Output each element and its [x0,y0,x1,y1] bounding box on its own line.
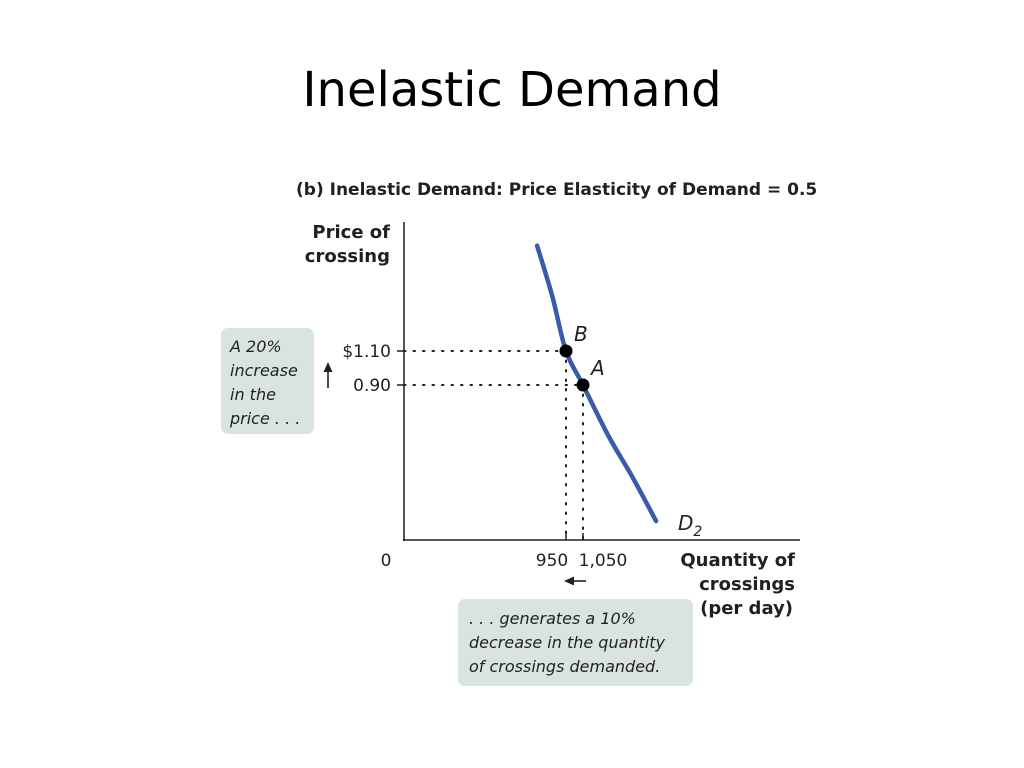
chart-title: (b) Inelastic Demand: Price Elasticity o… [296,180,817,200]
series-label-name: D [678,511,693,535]
price-note-line-3: in the [230,385,276,404]
y-tick-label: 0.90 [353,376,391,396]
price-note-line-1: A 20% [229,337,282,356]
x-axis-label-line-3: (per day) [700,598,793,619]
x-axis-label-line-1: Quantity of [680,550,795,571]
quantity-note-callout: . . . generates a 10% decrease in the qu… [458,599,693,686]
quantity-note-line-3: of crossings demanded. [469,657,660,676]
price-note-callout: A 20% increase in the price . . . [221,328,314,434]
x-tick-label: 1,050 [579,551,628,571]
quantity-decrease-arrow-icon [564,576,586,586]
y-axis-label-line-2: crossing [305,246,390,267]
y-axis-label-line-1: Price of [312,222,390,243]
origin-label: 0 [381,551,392,571]
y-tick-label: $1.10 [342,342,391,362]
point-label-a: A [589,356,605,380]
series-label-d2: D2 [678,511,702,540]
price-increase-arrow-icon [323,362,333,388]
x-axis-label-line-2: crossings [699,574,795,595]
curve-points: BA [559,322,605,392]
x-tick-label: 950 [536,551,568,571]
axis-ticks: $1.10 0.90 950 1,050 [342,342,627,571]
point-a [576,378,590,392]
slide-title: Inelastic Demand [302,62,722,118]
quantity-note-line-2: decrease in the quantity [469,633,666,652]
point-label-b: B [574,322,588,346]
price-note-line-4: price . . . [229,409,300,428]
guide-lines [403,350,584,541]
price-note-line-2: increase [230,361,298,380]
demand-curve-d2 [534,243,659,524]
quantity-note-line-1: . . . generates a 10% [469,609,636,628]
series-label-subscript: 2 [693,524,702,540]
point-b [559,344,573,358]
